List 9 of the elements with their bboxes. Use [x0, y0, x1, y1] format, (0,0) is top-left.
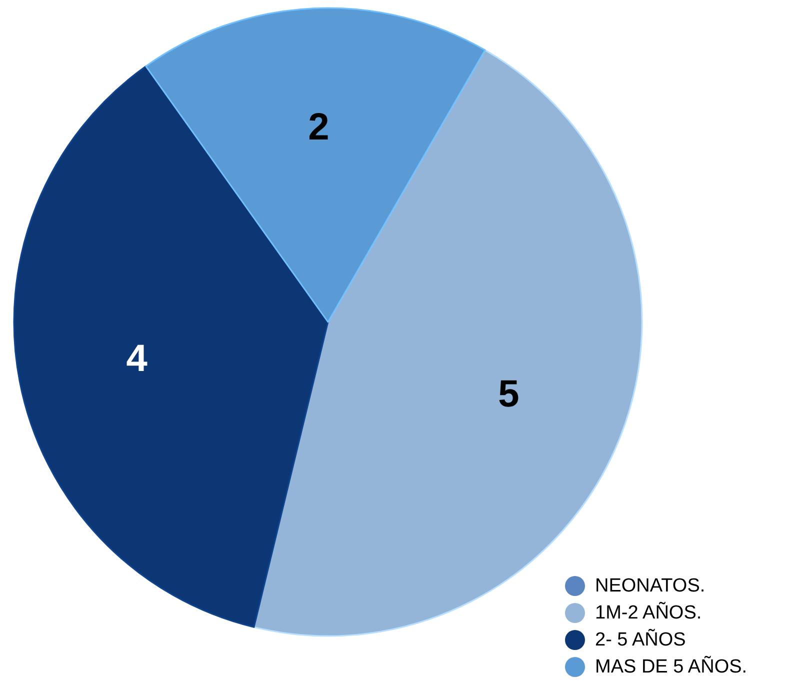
legend-label: 2- 5 AÑOS: [595, 628, 686, 650]
legend-label: MAS DE 5 AÑOS.: [595, 656, 748, 678]
legend-label: 1M-2 AÑOS.: [595, 602, 702, 624]
data-label: 2: [308, 106, 330, 149]
pie-slice: [145, 7, 486, 323]
legend-label: NEONATOS.: [595, 576, 706, 596]
data-label: 5: [498, 373, 520, 416]
data-label: 4: [126, 338, 148, 380]
pie-slice: [14, 65, 329, 628]
